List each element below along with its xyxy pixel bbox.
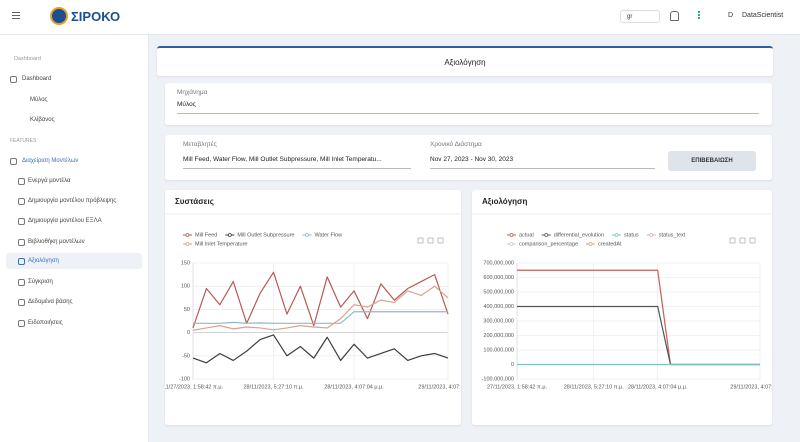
nav-item[interactable]: Ενεργά μοντέλα	[28, 178, 71, 184]
y-tick-label: 200,000,000	[483, 333, 514, 339]
series-line	[192, 334, 449, 364]
x-tick-label: 11/27/2023, 1:58:42 π.μ.	[165, 384, 224, 390]
legend-marker	[305, 233, 309, 237]
menu-button[interactable]	[12, 12, 20, 13]
legend-label: differential_evolution	[554, 232, 604, 238]
legend-label: comparison_percentage	[519, 241, 578, 247]
variables-select[interactable]: Mill Feed, Water Flow, Mill Outlet Subpr…	[183, 156, 411, 169]
nav-item[interactable]: Δεδομένα βάσης	[28, 299, 73, 305]
legend-label: actual	[519, 232, 534, 238]
y-tick-label: 100,000,000	[483, 347, 514, 353]
x-tick-label: 28/11/2023, 5:27:10 π.μ.	[243, 384, 304, 390]
section-label: FEATURES	[10, 138, 37, 144]
y-tick-label: 0	[187, 330, 190, 336]
nav-item[interactable]: Σύγκριση	[28, 279, 53, 285]
section-label: Dashboard	[14, 56, 41, 62]
header: ΣΙΡΟΚΟ gr D DataScientist	[0, 0, 800, 35]
y-tick-label: 700,000,000	[483, 260, 514, 266]
field-label: Χρονικό Διάστημα	[430, 141, 482, 148]
y-tick-label: 100	[181, 284, 190, 290]
x-tick-label: 29/11/2023, 4:07:32 μ.μ.	[730, 384, 772, 390]
title-card: Αξιολόγηση	[157, 46, 773, 76]
chart-title: Συστάσεις	[175, 197, 214, 206]
legend-marker	[185, 242, 190, 246]
y-tick-label: 400,000,000	[483, 304, 514, 310]
x-tick-label: 27/11/2023, 1:58:42 π.μ.	[487, 384, 548, 390]
toolbar-icon[interactable]	[417, 237, 424, 244]
series-line	[192, 285, 449, 331]
series-line	[517, 269, 760, 366]
legend-marker	[185, 233, 190, 237]
x-tick-label: 28/11/2023, 4:07:04 μ.μ.	[628, 384, 688, 390]
legend-marker	[509, 233, 514, 237]
filter-card: Μεταβλητές Mill Feed, Water Flow, Mill O…	[165, 135, 772, 180]
nav-item[interactable]: Βιβλιοθήκη μοντέλων	[28, 239, 85, 245]
field-label: Μηχάνημα	[177, 89, 208, 96]
legend-marker	[649, 233, 654, 237]
y-tick-label: 150	[181, 260, 190, 266]
y-tick-label: 50	[184, 307, 190, 313]
nav-item[interactable]: Dashboard	[22, 76, 52, 82]
x-tick-label: 29/11/2023, 4:07:32 μ.μ.	[418, 384, 461, 390]
legend-label: status_text	[659, 232, 686, 238]
settings[interactable]	[698, 11, 706, 19]
legend-label: Mill Outlet Subpressure	[237, 232, 294, 238]
toolbar-icon[interactable]	[739, 237, 746, 244]
legend-marker	[544, 233, 549, 237]
nav-item[interactable]: Ειδοποιήσεις	[28, 320, 63, 326]
y-tick-label: -100	[179, 376, 190, 382]
legend-marker	[227, 233, 232, 237]
nav-item[interactable]: Διαχείριση Μοντέλων	[22, 158, 79, 164]
y-tick-label: 600,000,000	[483, 275, 514, 281]
legend-label: Mill Feed	[195, 232, 217, 238]
field-label: Μεταβλητές	[183, 141, 217, 148]
language-select[interactable]: gr	[620, 10, 660, 23]
toolbar-icon[interactable]	[729, 237, 736, 244]
legend-label: Mill Inlet Temperature	[195, 241, 247, 247]
period-picker[interactable]: Nov 27, 2023 - Nov 30, 2023	[430, 156, 655, 169]
notifications[interactable]	[670, 11, 679, 21]
toolbar-icon[interactable]	[427, 237, 434, 244]
y-tick-label: -100,000,000	[482, 376, 514, 382]
confirm-button[interactable]: ΕΠΙΒΕΒΑΙΩΣΗ	[668, 151, 756, 171]
machine-select[interactable]: Μύλος	[177, 101, 759, 114]
logo-icon	[50, 7, 68, 25]
chart: Αξιολόγηση actual differential_evolution st…	[472, 197, 790, 390]
toolbar-icon[interactable]	[437, 237, 444, 244]
machine-card: Μηχάνημα Μύλος	[165, 83, 772, 125]
series-line	[193, 311, 448, 324]
toolbar-icon[interactable]	[749, 237, 756, 244]
nav-item-active[interactable]: Αξιολόγηση	[28, 258, 59, 264]
legend-label: createdAt	[598, 241, 622, 247]
y-tick-label: -50	[182, 353, 190, 359]
avatar[interactable]: D	[728, 12, 734, 19]
legend-label: status	[624, 232, 639, 238]
user-name[interactable]: DataScientist	[742, 12, 784, 19]
y-tick-label: 300,000,000	[483, 318, 514, 324]
y-tick-label: 0	[511, 362, 514, 368]
sidebar: Dashboard Dashboard Μύλος Κλίβανος FEATU…	[0, 35, 149, 442]
nav-item[interactable]: Μύλος	[30, 97, 48, 103]
nav-item[interactable]: Δημιουργία μοντέλου ΕΞΛΑ	[28, 218, 102, 224]
page-title: Αξιολόγηση	[444, 58, 486, 67]
legend-marker	[509, 242, 514, 246]
nav-item[interactable]: Δημιουργία μοντέλου πρόβλεψης	[28, 198, 117, 204]
chart-title: Αξιολόγηση	[482, 197, 527, 206]
x-tick-label: 28/11/2023, 4:07:04 μ.μ.	[324, 384, 384, 390]
chart: Συστάσεις Mill Feed Mill Outlet Subpressur…	[163, 197, 478, 390]
x-tick-label: 28/11/2023, 5:27:10 π.μ.	[564, 384, 625, 390]
nav-item[interactable]: Κλίβανος	[30, 117, 55, 123]
chart-card: Συστάσεις Mill Feed Mill Outlet Subpressur…	[163, 190, 478, 425]
y-tick-label: 500,000,000	[483, 289, 514, 295]
legend-label: Water Flow	[314, 232, 342, 238]
legend-marker	[614, 233, 619, 237]
legend-marker	[588, 242, 593, 246]
series-line	[192, 271, 449, 329]
logo: ΣΙΡΟΚΟ	[71, 9, 121, 24]
chart-card: Αξιολόγηση actual differential_evolution st…	[472, 190, 790, 425]
